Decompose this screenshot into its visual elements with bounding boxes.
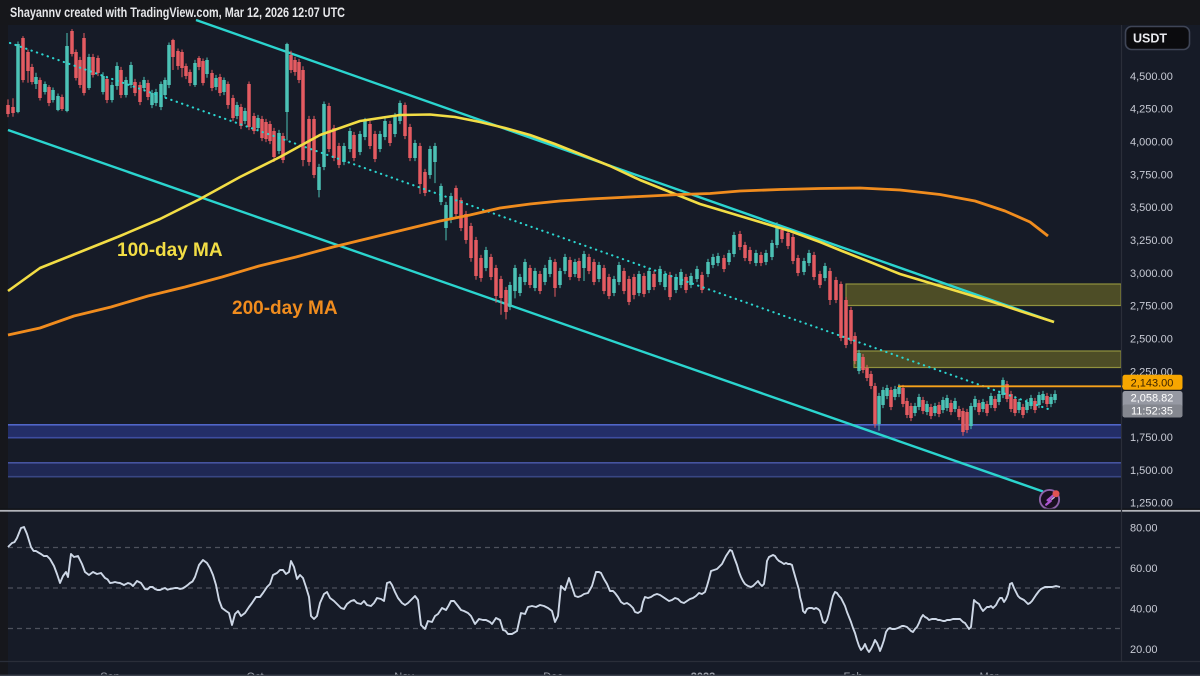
svg-text:2,500.00: 2,500.00 [1130, 334, 1173, 346]
svg-text:3,750.00: 3,750.00 [1130, 169, 1173, 181]
svg-text:11:52:35: 11:52:35 [1131, 406, 1173, 418]
svg-text:2,750.00: 2,750.00 [1130, 301, 1173, 313]
svg-text:40.00: 40.00 [1130, 603, 1158, 615]
svg-text:Mar: Mar [980, 671, 999, 676]
svg-text:Nov: Nov [394, 671, 414, 676]
svg-text:1,750.00: 1,750.00 [1130, 432, 1173, 444]
svg-text:3,000.00: 3,000.00 [1130, 268, 1173, 280]
svg-text:100-day MA: 100-day MA [117, 240, 223, 261]
svg-text:4,500.00: 4,500.00 [1130, 71, 1173, 83]
svg-text:1,250.00: 1,250.00 [1130, 498, 1173, 510]
svg-text:Shayannv created with TradingV: Shayannv created with TradingView.com, M… [10, 5, 345, 20]
svg-text:Dec: Dec [543, 671, 563, 676]
svg-text:2023: 2023 [691, 671, 715, 676]
svg-text:80.00: 80.00 [1130, 522, 1158, 534]
svg-text:200-day MA: 200-day MA [232, 298, 338, 319]
svg-text:60.00: 60.00 [1130, 563, 1158, 575]
svg-text:20.00: 20.00 [1130, 644, 1158, 656]
svg-text:3,500.00: 3,500.00 [1130, 202, 1173, 214]
svg-text:3,250.00: 3,250.00 [1130, 235, 1173, 247]
svg-text:Oct: Oct [246, 671, 263, 676]
svg-text:4,250.00: 4,250.00 [1130, 104, 1173, 116]
svg-text:4,000.00: 4,000.00 [1130, 137, 1173, 149]
svg-text:USDT: USDT [1133, 32, 1167, 46]
svg-text:Sep: Sep [100, 671, 120, 676]
svg-text:2,143.00: 2,143.00 [1131, 377, 1174, 389]
svg-text:1,500.00: 1,500.00 [1130, 465, 1173, 477]
svg-text:Feb: Feb [844, 671, 863, 676]
svg-text:2,058.82: 2,058.82 [1131, 393, 1174, 405]
